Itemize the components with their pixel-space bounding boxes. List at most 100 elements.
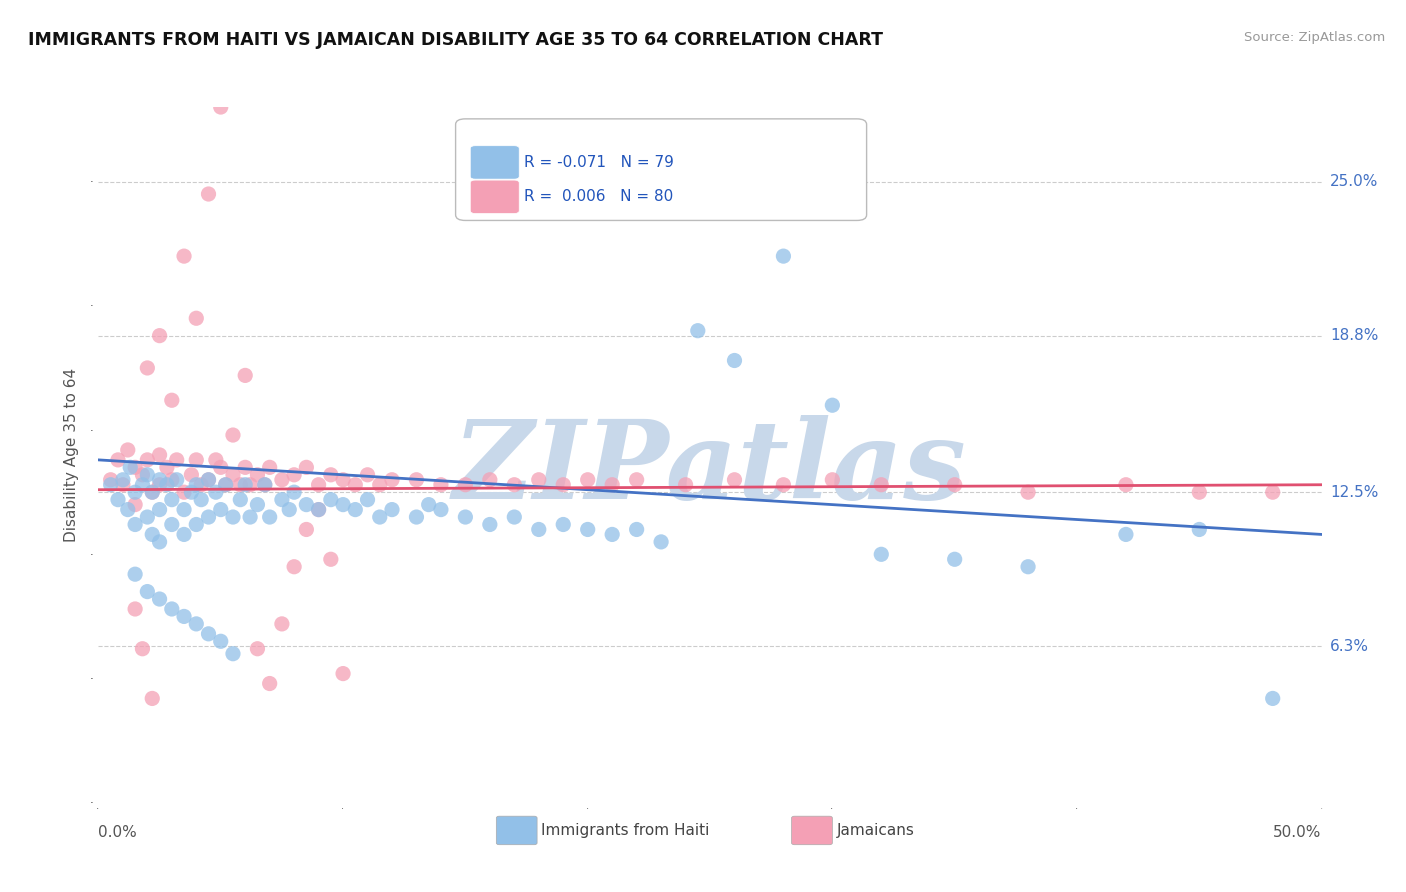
Point bbox=[100, 473, 122, 487]
Point bbox=[368, 477, 391, 491]
Point bbox=[626, 523, 648, 537]
Point bbox=[166, 473, 188, 487]
Point bbox=[1115, 477, 1137, 491]
FancyBboxPatch shape bbox=[792, 816, 832, 845]
Point bbox=[149, 448, 172, 462]
FancyBboxPatch shape bbox=[470, 145, 519, 179]
Point bbox=[160, 602, 183, 616]
Point bbox=[527, 473, 550, 487]
Point bbox=[156, 477, 179, 491]
Point bbox=[229, 477, 252, 491]
Point bbox=[246, 641, 269, 656]
Point bbox=[381, 502, 404, 516]
Point bbox=[723, 473, 745, 487]
Point bbox=[222, 467, 245, 482]
Point bbox=[239, 510, 262, 524]
Point bbox=[356, 467, 378, 482]
Point bbox=[197, 510, 219, 524]
Point bbox=[454, 477, 477, 491]
Point bbox=[180, 467, 202, 482]
Point bbox=[259, 460, 281, 475]
Point bbox=[344, 502, 367, 516]
Point bbox=[117, 442, 139, 457]
Point bbox=[278, 502, 301, 516]
Point bbox=[173, 249, 195, 263]
Point bbox=[270, 616, 294, 631]
Point bbox=[222, 647, 245, 661]
Point bbox=[478, 473, 501, 487]
Text: 6.3%: 6.3% bbox=[1330, 639, 1369, 654]
Point bbox=[723, 353, 745, 368]
Point bbox=[100, 477, 122, 491]
Point bbox=[149, 502, 172, 516]
FancyBboxPatch shape bbox=[456, 119, 866, 220]
Point bbox=[186, 616, 208, 631]
Point bbox=[214, 477, 236, 491]
Text: Source: ZipAtlas.com: Source: ZipAtlas.com bbox=[1244, 31, 1385, 45]
Point bbox=[295, 460, 318, 475]
Point bbox=[186, 477, 208, 491]
Point bbox=[136, 584, 159, 599]
Point bbox=[332, 473, 354, 487]
Point bbox=[149, 328, 172, 343]
Point bbox=[186, 453, 208, 467]
Point bbox=[295, 523, 318, 537]
Point bbox=[576, 473, 599, 487]
Point bbox=[253, 477, 276, 491]
Text: 25.0%: 25.0% bbox=[1330, 174, 1378, 189]
Point bbox=[553, 517, 575, 532]
Point bbox=[1261, 691, 1284, 706]
Point bbox=[197, 473, 219, 487]
Point bbox=[319, 492, 342, 507]
Point bbox=[368, 510, 391, 524]
Point bbox=[186, 311, 208, 326]
Point bbox=[209, 460, 232, 475]
Point bbox=[430, 477, 453, 491]
Point bbox=[156, 460, 179, 475]
Point bbox=[626, 473, 648, 487]
Point bbox=[246, 467, 269, 482]
Point bbox=[870, 477, 893, 491]
Point bbox=[107, 453, 129, 467]
Point bbox=[430, 502, 453, 516]
Point bbox=[821, 398, 844, 412]
Point bbox=[503, 477, 526, 491]
Point bbox=[229, 492, 252, 507]
Point bbox=[111, 477, 134, 491]
Point bbox=[107, 492, 129, 507]
Point bbox=[209, 634, 232, 648]
Point bbox=[131, 467, 153, 482]
Point bbox=[197, 187, 219, 202]
Text: Jamaicans: Jamaicans bbox=[837, 823, 914, 838]
Point bbox=[686, 324, 709, 338]
Point bbox=[772, 249, 794, 263]
Point bbox=[283, 485, 305, 500]
Point bbox=[149, 592, 172, 607]
Point bbox=[173, 502, 195, 516]
Point bbox=[600, 477, 623, 491]
Point bbox=[319, 552, 342, 566]
Point bbox=[141, 527, 163, 541]
Y-axis label: Disability Age 35 to 64: Disability Age 35 to 64 bbox=[65, 368, 79, 542]
Point bbox=[381, 473, 404, 487]
Point bbox=[246, 498, 269, 512]
Point bbox=[454, 510, 477, 524]
Point bbox=[124, 498, 146, 512]
Point bbox=[180, 485, 202, 500]
Point bbox=[943, 477, 966, 491]
Point bbox=[1115, 527, 1137, 541]
Point bbox=[205, 485, 228, 500]
Point bbox=[283, 467, 305, 482]
Point bbox=[308, 502, 330, 516]
Point bbox=[197, 627, 219, 641]
FancyBboxPatch shape bbox=[496, 816, 537, 845]
Text: 18.8%: 18.8% bbox=[1330, 328, 1378, 343]
Point bbox=[214, 477, 236, 491]
Point bbox=[190, 477, 212, 491]
Point bbox=[308, 477, 330, 491]
Point bbox=[209, 502, 232, 516]
Point bbox=[166, 453, 188, 467]
Point bbox=[295, 498, 318, 512]
Point bbox=[124, 567, 146, 582]
Point bbox=[124, 517, 146, 532]
